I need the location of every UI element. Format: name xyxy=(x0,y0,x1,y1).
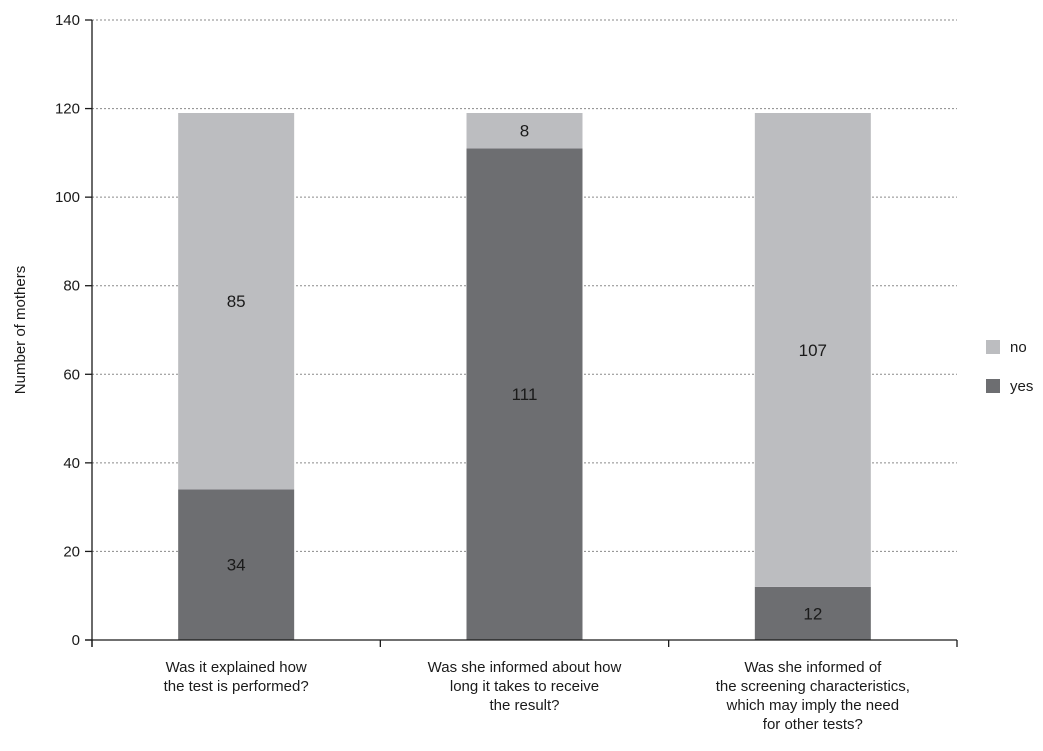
legend-swatch-yes xyxy=(986,379,1000,393)
bar-no xyxy=(466,113,583,149)
data-label: 85 xyxy=(227,292,246,311)
legend-swatch-no xyxy=(986,340,1000,354)
x-category-label: Was it explained how the test is performe… xyxy=(164,659,309,695)
labels: 34 85 111 8 12 107 xyxy=(227,122,827,624)
y-tick-label: 140 xyxy=(55,12,80,29)
data-label: 107 xyxy=(799,341,827,360)
y-tick-label: 80 xyxy=(63,278,80,295)
bars xyxy=(178,113,871,640)
y-tick-label: 120 xyxy=(55,101,80,118)
y-tick-label: 60 xyxy=(63,366,80,383)
bar-yes xyxy=(466,148,583,640)
legend-label-yes: yes xyxy=(1010,378,1033,395)
data-label: 12 xyxy=(803,604,822,623)
y-tick-label: 100 xyxy=(55,189,80,206)
x-category-label: Was she informed about how long it takes … xyxy=(428,659,622,714)
y-axis-title: Number of mothers xyxy=(12,266,29,394)
bar-no xyxy=(754,113,871,587)
data-label: 34 xyxy=(227,556,246,575)
bar-yes xyxy=(178,489,295,640)
bar-no xyxy=(178,113,295,490)
data-label: 8 xyxy=(520,122,529,141)
axes: 0 20 40 60 80 100 120 140 Was it explained how th… xyxy=(12,12,958,733)
bar-yes xyxy=(754,586,871,640)
legend-label-no: no xyxy=(1010,339,1027,356)
y-tick-label: 0 xyxy=(72,632,80,649)
data-label: 111 xyxy=(512,385,538,404)
y-tick-label: 20 xyxy=(63,543,80,560)
x-category-label: Was she informed of the screening charact… xyxy=(716,659,910,733)
legend: no yes xyxy=(986,339,1033,395)
y-tick-label: 40 xyxy=(63,455,80,472)
